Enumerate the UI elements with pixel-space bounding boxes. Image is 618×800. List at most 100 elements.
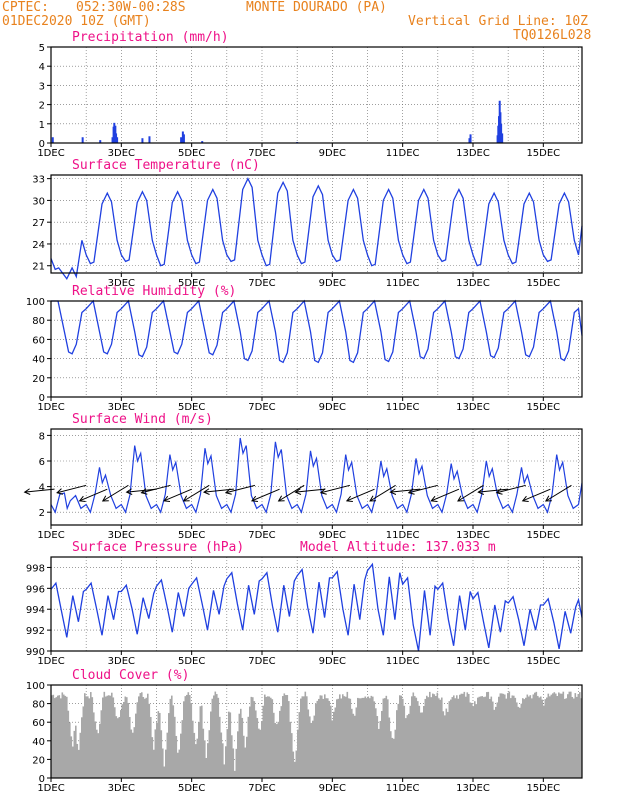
cloud-bar (433, 694, 436, 778)
cloud-bar (138, 696, 140, 778)
cloud-bar (265, 696, 268, 778)
cloud-bar (363, 697, 365, 778)
cloud-bar (310, 722, 313, 778)
cloud-bar (313, 715, 316, 778)
cloud-bar (447, 711, 449, 778)
y-tick-label: 992 (26, 626, 45, 637)
precip-bar (141, 138, 144, 143)
cloud-bar (183, 701, 185, 778)
cloud-bar (240, 708, 242, 778)
wind-arrow-head (477, 488, 485, 495)
cloud-bar (483, 697, 485, 778)
cloud-bar (324, 694, 326, 778)
cloud-bar (106, 695, 109, 778)
wind-arrow (431, 488, 460, 502)
cloud-bar (168, 713, 170, 778)
cloud-bar (385, 695, 388, 778)
cloud-bar (475, 704, 478, 778)
wind-arrow (225, 484, 256, 494)
y-tick-label: 40 (32, 355, 45, 366)
cloud-bar (391, 737, 394, 778)
cloud-bar (237, 731, 239, 778)
cloud-bar (304, 691, 307, 778)
cloud-bar (343, 696, 346, 778)
cloud-bar (252, 697, 254, 778)
header-station: MONTE DOURADO (PA) (246, 0, 387, 15)
cloud-bar (147, 693, 149, 778)
cloud-bar (553, 692, 556, 778)
y-tick-label: 40 (32, 737, 45, 748)
cloud-bar (390, 731, 392, 778)
cloud-bar (478, 696, 481, 778)
cloud-bar (559, 693, 562, 778)
cloud-bar (570, 691, 572, 778)
cloud-bar (181, 720, 184, 778)
cloud-bar (346, 691, 349, 778)
cloud-bar (126, 697, 128, 778)
y-tick-label: 30 (32, 196, 45, 207)
cloud-bar (474, 701, 476, 778)
pressure-title: Surface Pressure (hPa) (72, 540, 244, 555)
cloud-bar (300, 698, 302, 778)
cloud-bar (492, 701, 494, 778)
cloud-bar (276, 724, 278, 778)
wind-arrow-head (224, 488, 232, 495)
cloud-bar (157, 711, 160, 778)
cloud-bar (94, 721, 97, 778)
cloud-bar (201, 705, 203, 778)
cloud-bar (546, 697, 548, 778)
cloud-bar (144, 698, 146, 778)
cloud-bar (114, 707, 116, 778)
cloud-bar (171, 695, 173, 778)
cloud-bar (303, 696, 305, 778)
cloud-bar (511, 695, 514, 778)
cloud-bar (351, 708, 353, 778)
cloud-bar (96, 729, 98, 778)
cloud-bar (316, 700, 319, 778)
cloud-bar (307, 709, 310, 778)
wind-title: Surface Wind (m/s) (72, 412, 213, 427)
cloud-bar (528, 696, 530, 778)
cloud-bar (561, 693, 563, 778)
cloud-bar (213, 695, 215, 778)
cloud-bar (178, 749, 181, 778)
cloud-bar (189, 695, 191, 778)
cloud-bar (112, 697, 115, 778)
cloud-bar (364, 696, 367, 778)
cloud-bar (576, 696, 578, 778)
y-tick-label: 20 (32, 755, 45, 766)
cloud-bar (91, 697, 94, 778)
cloud-bar (373, 701, 376, 778)
cloud-bar (234, 770, 236, 778)
x-tick-label: 7DEC (248, 402, 275, 413)
cloud-bar (472, 706, 475, 778)
wind-arrow-head (101, 495, 109, 502)
cloud-bar (414, 696, 416, 778)
cloud-bar (84, 693, 86, 778)
cloud-bar (219, 716, 221, 778)
wind-arrow (478, 488, 509, 493)
cloud-bar (450, 699, 452, 778)
cloud-bar (540, 696, 542, 778)
cloud-bar (67, 710, 70, 778)
x-tick-label: 11DEC (386, 656, 420, 667)
cloud-bar (82, 706, 85, 778)
cloud-bar (259, 729, 262, 778)
cloud-bar (246, 736, 248, 778)
cloud-bar (184, 696, 187, 778)
cloud-bar (523, 699, 526, 778)
y-tick-label: 4 (39, 483, 45, 494)
cloud-bar (501, 693, 503, 778)
cloud-bar (400, 695, 403, 778)
cloud-bar (357, 697, 359, 778)
wind-arrow-head (294, 488, 302, 495)
y-tick-label: 5 (39, 43, 45, 54)
cloud-bar (63, 694, 65, 778)
x-tick-label: 9DEC (319, 783, 346, 794)
cloud-bar (502, 693, 505, 778)
cloud-bar (315, 703, 317, 778)
cloud-bar (378, 728, 380, 778)
cloud-bar (250, 696, 253, 778)
cloud-bar (418, 705, 421, 778)
wind-arrow-head (521, 495, 529, 502)
